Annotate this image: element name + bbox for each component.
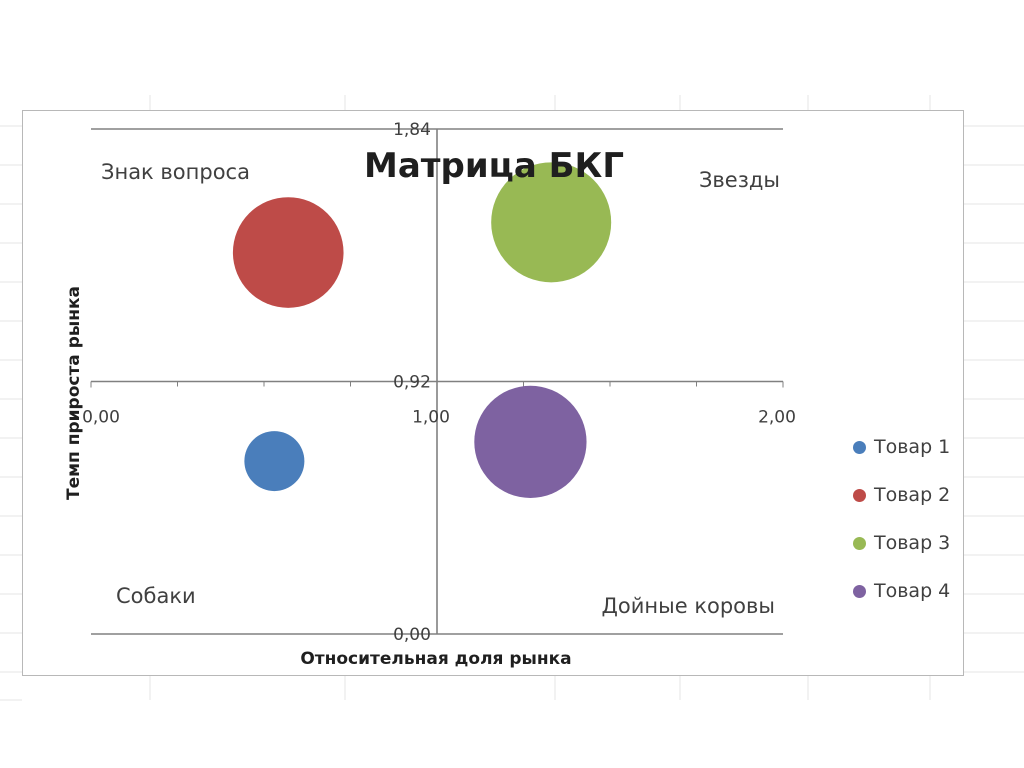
legend-label: Товар 4	[874, 580, 951, 602]
legend-item: Товар 1	[853, 423, 950, 471]
quadrant-label-cows: Дойные коровы	[602, 594, 775, 618]
legend-marker-4	[853, 584, 866, 598]
y-tick-label: 0,00	[393, 625, 431, 645]
x-tick-label: 2,00	[758, 408, 796, 428]
quadrant-label-dogs: Собаки	[116, 584, 196, 608]
quadrant-label-question: Знак вопроса	[101, 160, 250, 184]
legend-label: Товар 3	[874, 532, 951, 554]
bubble-2	[232, 197, 344, 308]
legend-marker-3	[853, 536, 866, 550]
bubble-3	[491, 162, 612, 283]
x-tick-label: 1,00	[412, 408, 450, 428]
legend-label: Товар 1	[874, 436, 951, 458]
y-axis-title: Темп прироста рынка	[64, 286, 84, 500]
legend-marker-2	[853, 488, 866, 502]
x-tick-label: 0,00	[82, 408, 120, 428]
gridlines-group	[0, 95, 1024, 701]
legend: Товар 1 Товар 2 Товар 3 Товар 4	[853, 423, 950, 615]
x-axis-title: Относительная доля рынка	[300, 649, 571, 669]
legend-label: Товар 2	[874, 484, 951, 506]
quadrant-label-stars: Звезды	[699, 168, 780, 192]
legend-item: Товар 3	[853, 519, 950, 567]
chart-title: Матрица БКГ	[364, 146, 624, 186]
legend-item: Товар 4	[853, 567, 950, 615]
legend-marker-1	[853, 440, 866, 454]
bubble-4	[474, 385, 587, 499]
legend-item: Товар 2	[853, 471, 950, 519]
plot-area: 0,00 0,92 1,84 0,00 1,00 2,00 Матрица БКГ Знак …	[64, 120, 796, 669]
y-tick-label: 0,92	[393, 373, 431, 393]
bubble-1	[244, 431, 305, 492]
y-tick-label: 1,84	[393, 120, 431, 140]
chart-area[interactable]: 0,00 0,92 1,84 0,00 1,00 2,00 Матрица БКГ Знак …	[22, 110, 964, 676]
